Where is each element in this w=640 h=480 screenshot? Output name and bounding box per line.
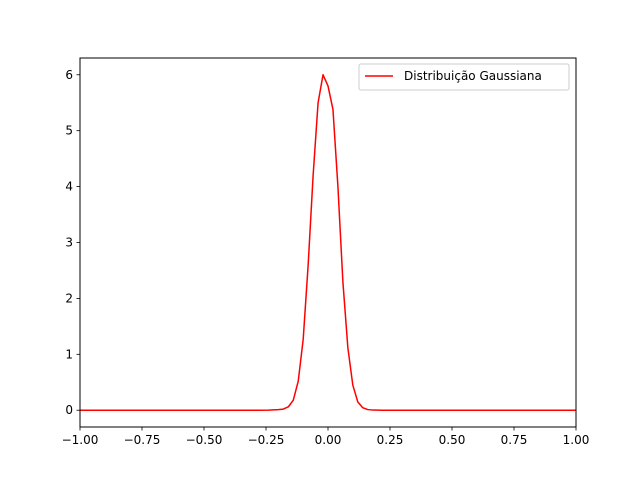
x-tick-label: −0.25 [248, 433, 285, 447]
y-tick-label: 4 [65, 180, 73, 194]
y-tick-label: 3 [65, 236, 73, 250]
y-tick-label: 5 [65, 124, 73, 138]
series-line [80, 74, 576, 411]
x-tick-label: 0.50 [439, 433, 466, 447]
x-tick-label: −0.75 [124, 433, 161, 447]
x-tick-label: −0.50 [186, 433, 223, 447]
x-axis: −1.00 −0.75 −0.50 −0.25 0.00 0.25 0.50 0.75 1.00 [62, 427, 590, 447]
y-tick-label: 6 [65, 68, 73, 82]
x-tick-label: 1.00 [563, 433, 590, 447]
x-tick-label: 0.00 [315, 433, 342, 447]
legend: Distribuição Gaussiana [358, 63, 570, 91]
x-tick-label: −1.00 [62, 433, 99, 447]
x-tick-label: 0.75 [501, 433, 528, 447]
x-tick-label: 0.25 [377, 433, 404, 447]
series-layer [80, 74, 576, 411]
y-axis: 0 1 2 3 4 5 6 [65, 68, 80, 417]
axes-frame [79, 57, 577, 428]
y-tick-label: 0 [65, 403, 73, 417]
legend-box [358, 63, 570, 91]
legend-label: Distribuição Gaussiana [404, 69, 542, 83]
y-tick-label: 1 [65, 347, 73, 361]
y-tick-label: 2 [65, 291, 73, 305]
